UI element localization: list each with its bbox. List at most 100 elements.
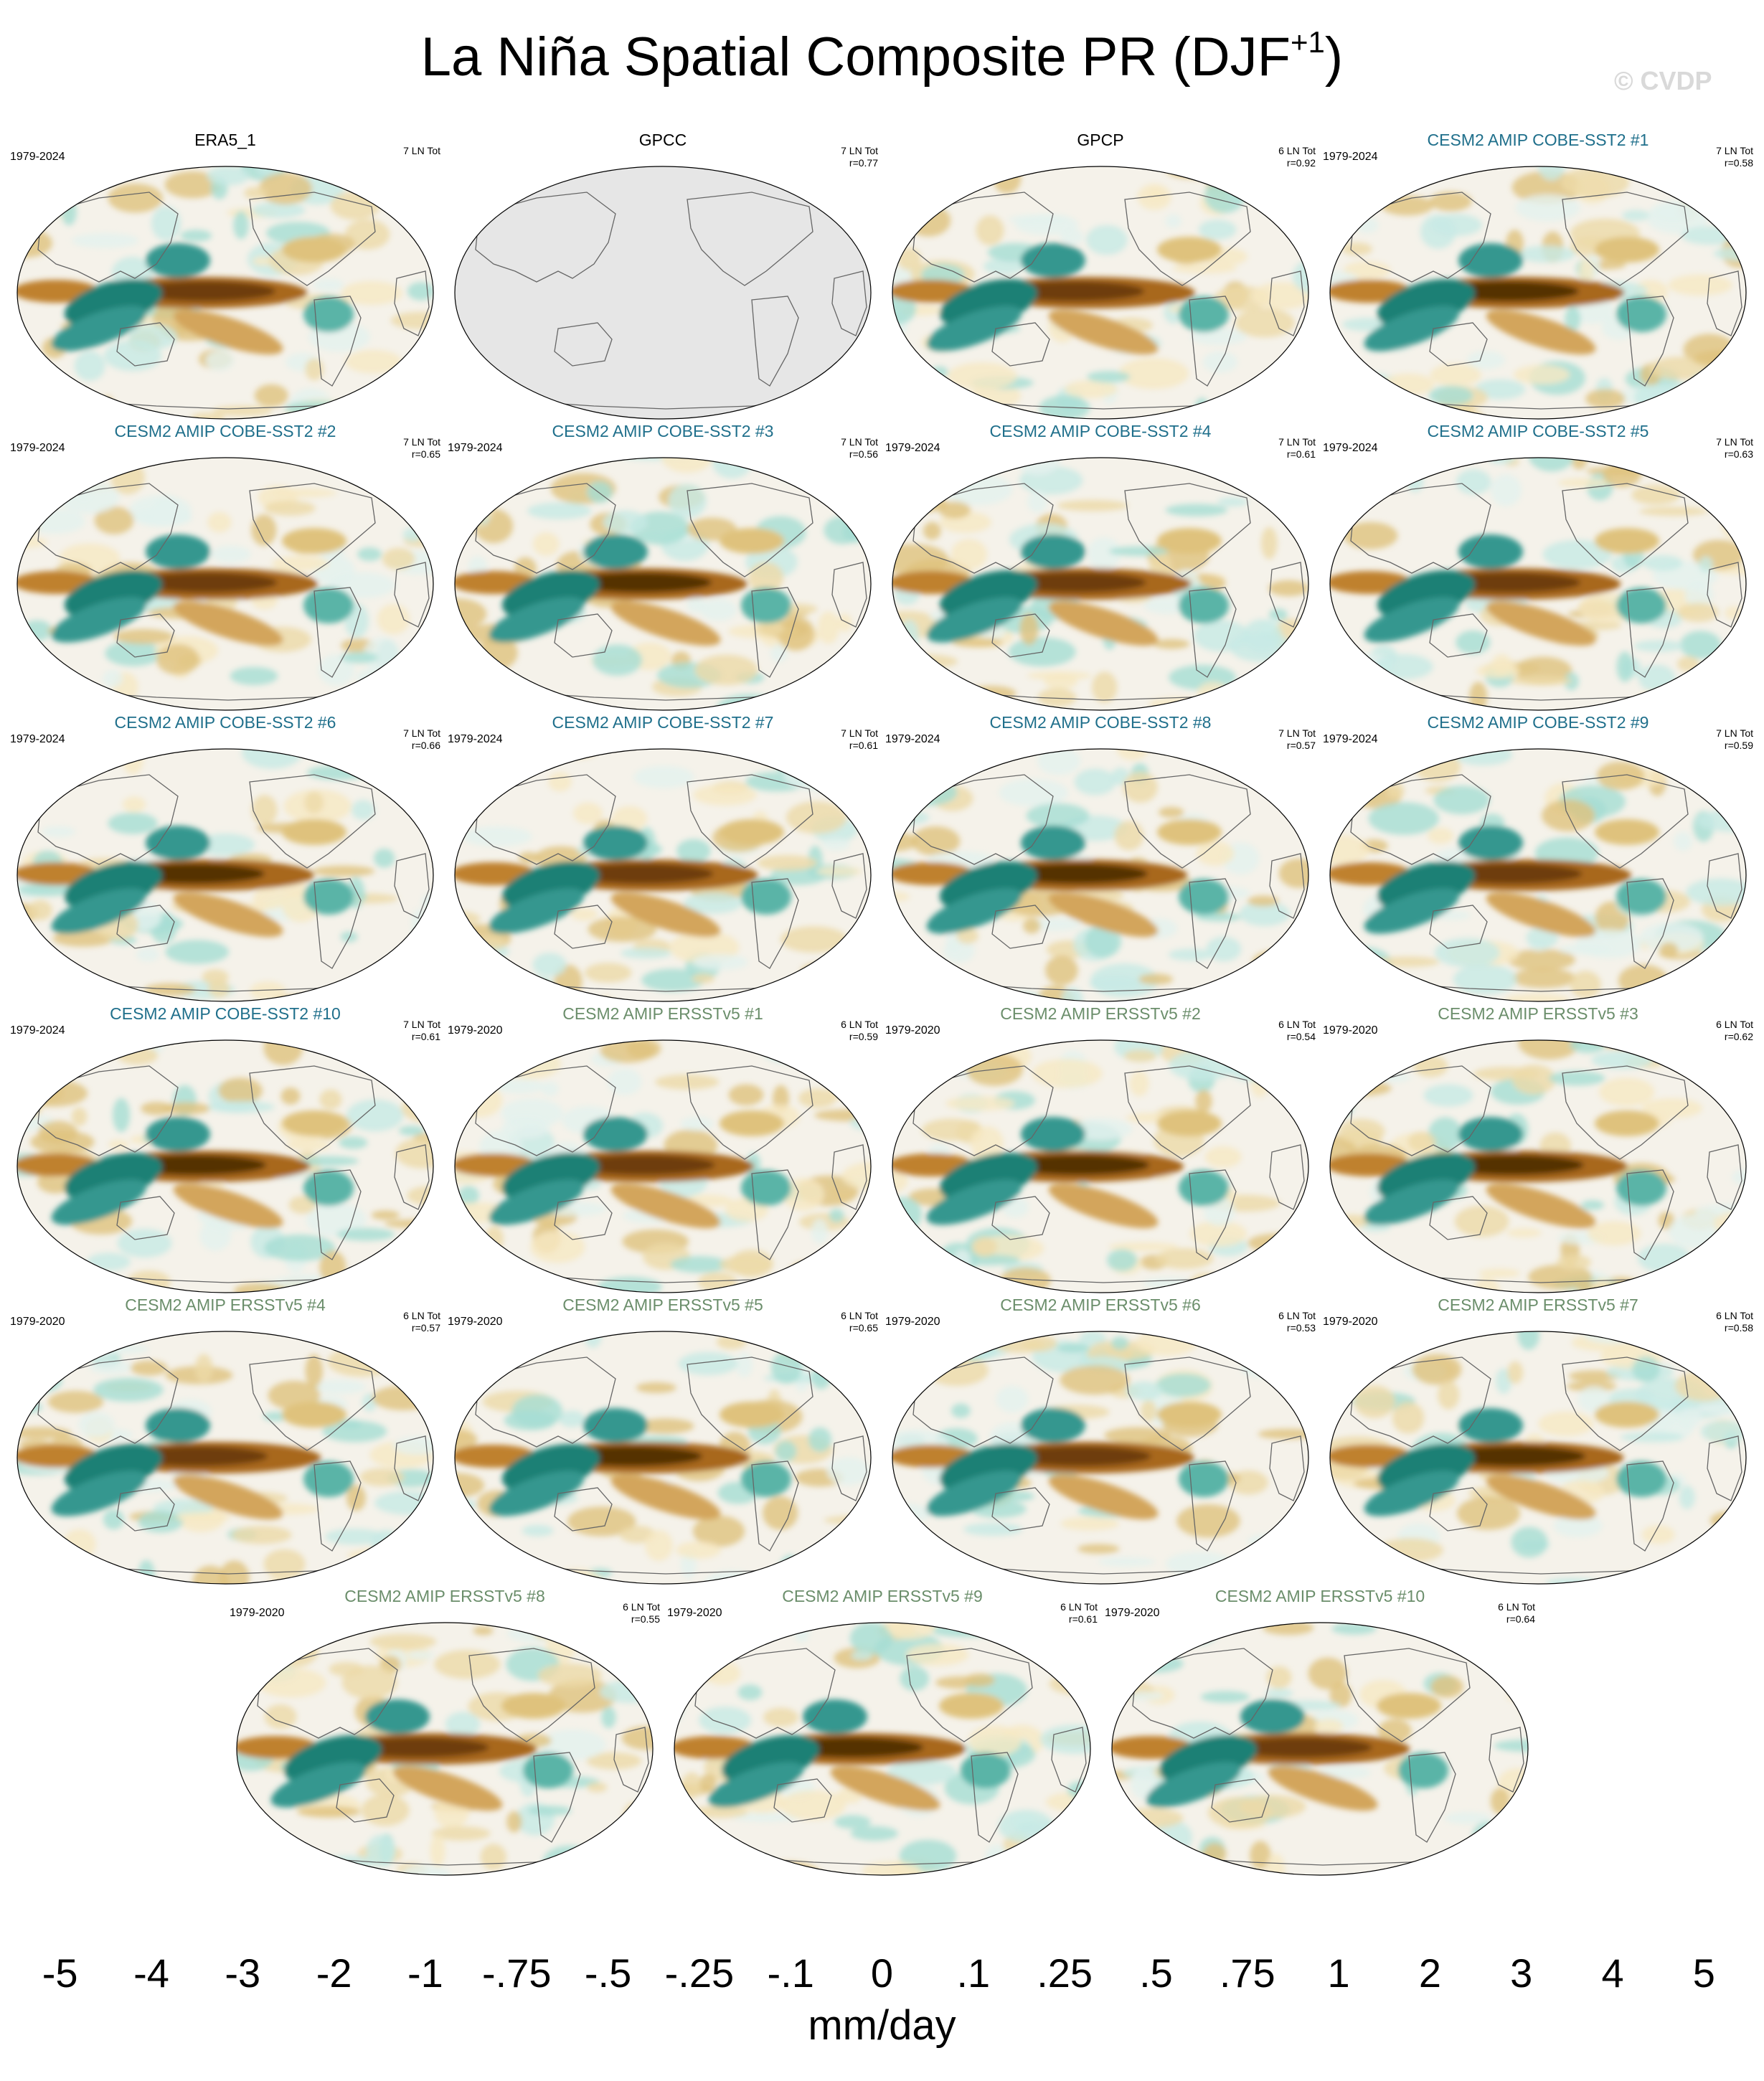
panel-event-count: 6 LN Tot r=0.61 — [1060, 1601, 1098, 1625]
panel-correlation: r=0.57 — [1286, 740, 1316, 751]
coastline — [468, 1648, 595, 1742]
coastline — [1707, 562, 1742, 628]
map-panel: ERA5_1 1979-2024 7 LN Tot — [6, 131, 445, 425]
coastline — [687, 774, 813, 869]
coastline — [751, 1461, 799, 1552]
coastline — [1562, 192, 1689, 286]
precip-map — [454, 166, 872, 420]
coastline — [1707, 1144, 1742, 1210]
coastline — [831, 270, 867, 336]
panel-ln-count: 6 LN Tot — [1716, 1019, 1753, 1030]
panel-event-count: 7 LN Tot r=0.58 — [1716, 145, 1753, 169]
panel-title: ERA5_1 — [194, 131, 256, 149]
colorbar-tick-label: 2 — [1418, 1950, 1441, 1996]
map-border — [1329, 748, 1747, 1002]
panel-title: CESM2 AMIP ERSSTv5 #4 — [125, 1296, 326, 1314]
map-border — [16, 457, 434, 711]
coastline — [475, 192, 616, 283]
panel-years: 1979-2020 — [448, 1316, 503, 1328]
map-border — [454, 1331, 872, 1585]
panel-ln-count: 7 LN Tot — [841, 145, 878, 156]
coastline — [991, 1196, 1050, 1240]
panel-ln-count: 7 LN Tot — [1716, 436, 1753, 448]
map-border — [892, 1039, 1309, 1293]
coastline — [116, 1487, 175, 1532]
coastline — [1350, 1065, 1491, 1156]
coastline — [912, 1356, 1054, 1448]
precip-map — [1111, 1622, 1529, 1876]
colorbar-tick-label: 1 — [1327, 1950, 1350, 1996]
coastline — [1269, 270, 1305, 336]
panel-ln-count: 6 LN Tot — [403, 1310, 440, 1321]
coastline — [773, 1778, 832, 1823]
panel-event-count: 6 LN Tot r=0.55 — [623, 1601, 660, 1625]
panel-title: CESM2 AMIP COBE-SST2 #9 — [1427, 713, 1649, 732]
precip-map — [1329, 1039, 1747, 1293]
precip-map — [454, 748, 872, 1002]
panel-years: 1979-2020 — [230, 1607, 285, 1619]
coastline — [831, 853, 867, 919]
map-panel: CESM2 AMIP COBE-SST2 #7 1979-2024 7 LN Tot… — [443, 713, 882, 1007]
panel-title: CESM2 AMIP ERSSTv5 #1 — [562, 1004, 763, 1023]
coastline — [991, 613, 1050, 658]
map-border — [454, 166, 872, 420]
panel-ln-count: 7 LN Tot — [1278, 436, 1316, 448]
coastline — [1124, 1065, 1251, 1160]
coastline — [687, 192, 813, 286]
panel-ln-count: 6 LN Tot — [1498, 1601, 1535, 1613]
panel-years: 1979-2020 — [10, 1316, 65, 1328]
panel-event-count: 7 LN Tot — [403, 145, 440, 157]
coastline — [257, 1648, 398, 1739]
coastline — [1626, 1169, 1674, 1260]
coastline — [1707, 853, 1742, 919]
precip-map — [892, 748, 1309, 1002]
map-panel: CESM2 AMIP ERSSTv5 #10 1979-2020 6 LN Tot r… — [1100, 1587, 1539, 1881]
map-border — [892, 748, 1309, 1002]
coastline — [1269, 562, 1305, 628]
coastline — [1562, 483, 1689, 577]
coastline — [249, 192, 376, 286]
panel-event-count: 7 LN Tot r=0.61 — [403, 1019, 440, 1043]
panel-correlation: r=0.62 — [1724, 1031, 1753, 1042]
panel-ln-count: 6 LN Tot — [1278, 1019, 1316, 1030]
panel-title: CESM2 AMIP ERSSTv5 #7 — [1438, 1296, 1638, 1314]
panel-ln-count: 7 LN Tot — [403, 1019, 440, 1030]
panel-ln-count: 7 LN Tot — [1278, 727, 1316, 739]
map-border — [1111, 1622, 1529, 1876]
panel-correlation: r=0.65 — [411, 448, 440, 460]
panel-event-count: 6 LN Tot r=0.92 — [1278, 145, 1316, 169]
panel-title: CESM2 AMIP ERSSTv5 #5 — [562, 1296, 763, 1314]
map-panel: CESM2 AMIP COBE-SST2 #1 1979-2024 7 LN Tot… — [1319, 131, 1758, 425]
panel-event-count: 6 LN Tot r=0.58 — [1716, 1310, 1753, 1334]
coastline — [249, 483, 376, 577]
coastline — [613, 1727, 649, 1793]
map-panel: CESM2 AMIP COBE-SST2 #4 1979-2024 7 LN Tot… — [881, 422, 1320, 716]
coastline — [1211, 1778, 1270, 1823]
map-border — [892, 1331, 1309, 1585]
colorbar-tick-label: -.25 — [664, 1950, 735, 1996]
panel-correlation: r=0.65 — [849, 1322, 878, 1334]
coastline — [1626, 296, 1674, 387]
panel-years: 1979-2024 — [1323, 733, 1378, 745]
panel-correlation: r=0.55 — [631, 1613, 660, 1625]
map-panel: CESM2 AMIP ERSSTv5 #1 1979-2020 6 LN Tot r=… — [443, 1004, 882, 1298]
map-panel: CESM2 AMIP ERSSTv5 #7 1979-2020 6 LN Tot r=… — [1319, 1296, 1758, 1590]
panel-years: 1979-2024 — [10, 442, 65, 454]
coastline — [475, 1356, 616, 1448]
coastline — [1489, 1727, 1524, 1793]
panel-ln-count: 7 LN Tot — [1716, 145, 1753, 156]
precip-map — [16, 1039, 434, 1293]
coastline — [116, 613, 175, 658]
panel-ln-count: 7 LN Tot — [841, 727, 878, 739]
coastline — [751, 1169, 799, 1260]
panel-correlation: r=0.54 — [1286, 1031, 1316, 1042]
colorbar-tick-label: .1 — [956, 1950, 991, 1996]
coastline — [1124, 192, 1251, 286]
map-panel: GPCP 6 LN Tot r=0.92 — [881, 131, 1320, 425]
coastline — [554, 613, 613, 658]
panel-correlation: r=0.64 — [1506, 1613, 1535, 1625]
panel-years: 1979-2024 — [10, 151, 65, 163]
panel-title: CESM2 AMIP ERSSTv5 #10 — [1214, 1587, 1425, 1605]
panel-event-count: 6 LN Tot r=0.64 — [1498, 1601, 1535, 1625]
coastline — [554, 905, 613, 949]
